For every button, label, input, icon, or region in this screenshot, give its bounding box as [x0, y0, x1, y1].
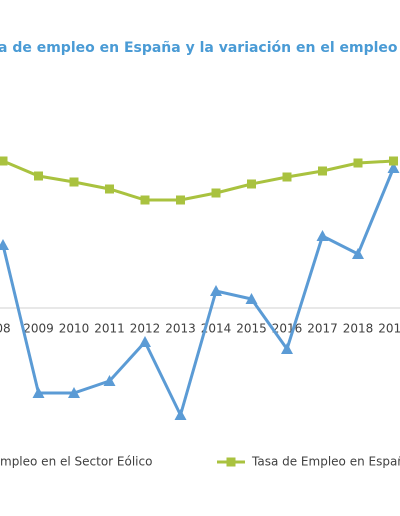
x-tick-label: 2018 — [343, 322, 374, 336]
point — [245, 293, 258, 304]
point — [282, 172, 292, 182]
point — [0, 156, 8, 166]
point — [210, 285, 222, 296]
point — [103, 375, 116, 386]
x-tick-label: 2010 — [59, 322, 90, 336]
point — [69, 177, 79, 187]
x-tick-label: 2013 — [165, 322, 196, 336]
point — [247, 179, 256, 189]
x-tick-label: 2012 — [130, 322, 161, 336]
x-tick-label: 2009 — [23, 322, 54, 336]
point — [32, 387, 45, 398]
x-tick-label: 2011 — [94, 322, 125, 336]
point — [105, 184, 114, 194]
point — [389, 156, 398, 166]
point — [68, 387, 80, 398]
point — [387, 162, 400, 173]
x-tick-label: 2014 — [201, 322, 232, 336]
series-line — [2, 159, 394, 202]
x-tick-label: 2015 — [236, 322, 267, 336]
point — [211, 188, 221, 198]
chart-title: a de empleo en España y la variación en … — [0, 40, 400, 56]
point — [318, 166, 327, 176]
legend-label: Tasa de Empleo en España — [251, 455, 400, 469]
x-tick-label: 08 — [0, 322, 11, 336]
x-tick-label: 2017 — [307, 322, 338, 336]
x-tick-label: 2019 — [378, 322, 400, 336]
point — [316, 230, 329, 241]
point — [176, 195, 185, 205]
legend-label: mpleo en el Sector Eólico — [0, 455, 152, 469]
point — [174, 409, 187, 420]
point — [34, 171, 43, 181]
legend-marker — [226, 457, 236, 467]
point — [281, 343, 293, 354]
point — [140, 195, 150, 205]
point — [353, 158, 363, 168]
point — [352, 248, 364, 259]
series-line — [1, 167, 395, 420]
point — [139, 336, 151, 347]
point — [0, 239, 9, 250]
